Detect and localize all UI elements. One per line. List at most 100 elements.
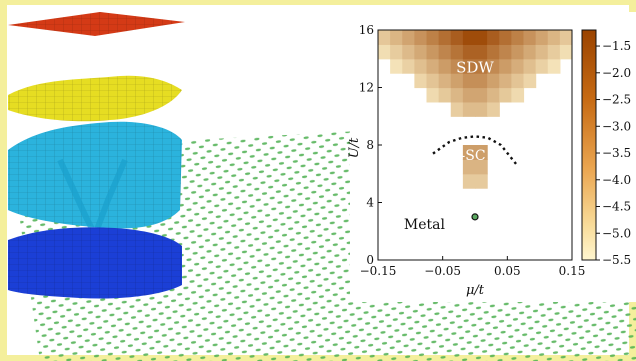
heatmap-cell [475,73,488,89]
critical-point-marker [471,213,479,221]
colorbar-tick-label: −5.0 [602,226,631,240]
heatmap-cell [462,44,476,60]
heatmap-cell [390,44,403,60]
heatmap-cell [402,30,415,45]
heatmap-cell [559,44,572,60]
heatmap-cell [487,58,500,74]
heatmap-cell [450,87,464,103]
heatmap-cell [462,173,476,189]
colorbar-tick-label: −2.0 [602,66,631,80]
heatmap-cell [535,30,549,45]
colorbar-tick-label: −3.0 [602,119,631,133]
heatmap-cell [511,73,525,89]
x-tick-label: −0.05 [424,264,461,278]
heatmap-cell [414,44,428,60]
heatmap-cell [450,30,464,45]
heatmap-cell [499,58,512,74]
colorbar-tick-label: −1.5 [602,39,631,53]
region-label-metal: Metal [404,217,446,233]
heatmap-cell [462,159,476,175]
y-tick-label: 8 [366,138,374,152]
heatmap-cell [487,87,500,103]
heatmap-cell [487,44,500,60]
heatmap-cell [438,44,452,60]
heatmap-cell [438,58,452,74]
heatmap-cell [487,30,500,45]
colorbar-tick-label: −3.5 [602,146,631,160]
heatmap-cell [547,30,561,45]
heatmap-cell [462,30,476,45]
layer-stack [8,12,185,299]
colorbar-tick-label: −5.5 [602,253,631,267]
y-axis-label: U/t [347,137,362,158]
heatmap-cell [535,44,549,60]
heatmap-cell [426,58,440,74]
heatmap-cell [462,101,476,117]
colorbar-tick-label: −4.5 [602,200,631,214]
heatmap-cell [450,73,464,89]
heatmap-cell [414,30,428,45]
heatmap-cell [511,87,525,103]
heatmap-cell [390,30,403,45]
heatmap-cell [426,44,440,60]
heatmap-cell [426,87,440,103]
heatmap-cell [450,58,464,74]
heatmap-cell [511,44,525,60]
heatmap-cell [475,87,488,103]
heatmap-cell [462,73,476,89]
heatmap-cell [499,87,512,103]
colorbar-tick-label: −2.5 [602,93,631,107]
y-tick-label: 16 [359,23,374,37]
x-tick-label: −0.15 [360,264,397,278]
heatmap-cell [475,101,488,117]
heatmap-cell [523,73,537,89]
heatmap-cell [511,58,525,74]
colorbar [581,29,597,261]
heatmap-cell [487,101,500,117]
heatmap-cell [499,44,512,60]
x-axis-label: μ/t [466,283,485,298]
heatmap-cell [475,30,488,45]
heatmap-cell [475,159,488,175]
heatmap-cell [438,73,452,89]
heatmap-cell [450,44,464,60]
heatmap-cell [438,87,452,103]
heatmap-cell [438,30,452,45]
heatmap-cell [523,58,537,74]
heatmap-cell [402,44,415,60]
heatmap-cell [523,30,537,45]
heatmap-cell [414,73,428,89]
heatmap-cell [450,101,464,117]
heatmap-cell [426,30,440,45]
heatmap-cell [511,30,525,45]
heatmap-cell [547,58,561,74]
heatmap-cell [499,73,512,89]
region-label-sdw: SDW [456,58,494,76]
heatmap-cell [426,73,440,89]
x-tick-label: 0.05 [494,264,521,278]
y-tick-label: 0 [366,253,374,267]
x-tick-label: 0.15 [559,264,586,278]
heatmap-cell [402,58,415,74]
heatmap-cell [535,58,549,74]
colorbar-ticks: −1.5 −2.0 −2.5 −3.0 −3.5 −4.0 −4.5 −5.0 −5.5 [596,39,631,267]
heatmap-cell [414,58,428,74]
heatmap-cell [559,30,572,45]
heatmap-cell [475,145,488,160]
heatmap-cell [475,58,488,74]
heatmap-cell [475,173,488,189]
heatmap-cell [547,44,561,60]
region-label-dsc: d-SC [452,148,486,164]
phase-boundary-curve [432,135,518,166]
y-tick-label: 4 [366,196,374,210]
heatmap-cells [378,30,572,189]
heatmap-cell [523,44,537,60]
heatmap-cell [462,145,476,160]
heatmap-cell [378,30,391,45]
colorbar-tick-label: −4.0 [602,173,631,187]
x-axis: −0.15 −0.05 0.05 0.15 [360,256,586,278]
y-tick-label: 12 [359,81,374,95]
heatmap-cell [378,44,391,60]
